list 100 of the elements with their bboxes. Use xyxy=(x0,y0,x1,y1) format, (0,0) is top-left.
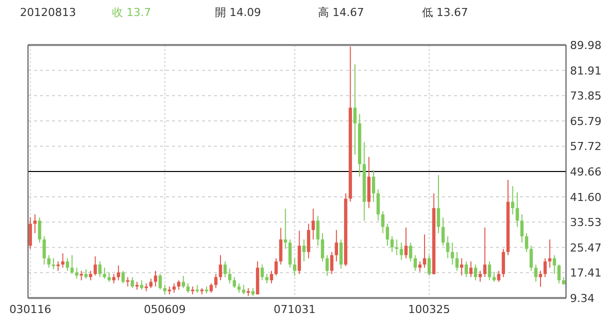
candlestick xyxy=(279,227,282,266)
text: 開 14.09 xyxy=(215,6,261,19)
candlestick xyxy=(312,208,315,240)
candlestick xyxy=(516,192,519,228)
y-tick-label: 17.41 xyxy=(570,266,602,280)
candlestick xyxy=(130,276,134,289)
candlestick xyxy=(274,258,278,276)
candlestick xyxy=(75,267,78,280)
candlestick xyxy=(306,223,310,259)
y-tick-label: 49.66 xyxy=(570,166,602,178)
candlestick xyxy=(436,174,440,234)
candlestick xyxy=(242,284,246,295)
candlestick xyxy=(223,260,227,278)
candlestick xyxy=(61,252,64,268)
candlestick xyxy=(52,258,56,270)
candlestick xyxy=(140,280,144,290)
y-tick-label: 73.85 xyxy=(570,90,602,103)
x-tick-label: 100325 xyxy=(408,303,450,316)
candlestick xyxy=(395,238,398,256)
candlestick xyxy=(70,254,74,274)
y-tick-label: 33.53 xyxy=(570,216,602,230)
candlestick xyxy=(400,242,403,260)
candlestick xyxy=(218,254,222,281)
candlestick xyxy=(474,264,478,281)
text: 高 14.67 xyxy=(318,6,364,19)
candlestick xyxy=(288,238,292,268)
candlestick xyxy=(80,270,83,281)
candlestick xyxy=(182,275,185,289)
x-tick-label: 030116 xyxy=(9,303,52,316)
y-tick-label: 25.47 xyxy=(570,241,602,254)
candlestick xyxy=(497,270,500,282)
candlestick xyxy=(557,264,561,284)
candlestick xyxy=(460,258,464,276)
candlestick xyxy=(177,280,180,290)
candlestick xyxy=(38,216,42,244)
candlestick xyxy=(265,273,268,284)
candlestick xyxy=(320,232,324,262)
candlestick xyxy=(441,216,445,246)
candlestick xyxy=(326,254,329,276)
candlestick xyxy=(520,214,524,244)
candlestick xyxy=(488,260,492,281)
candlestick xyxy=(214,273,218,289)
candlestick xyxy=(56,260,60,272)
candlestick xyxy=(386,223,390,246)
candlestick xyxy=(372,170,376,202)
candlestick xyxy=(544,258,547,278)
candlestick xyxy=(260,264,264,281)
candlestick xyxy=(302,238,306,262)
candlestick xyxy=(446,236,450,259)
candlestick xyxy=(376,188,380,222)
text: 收 13.7 xyxy=(112,6,151,19)
candlestick xyxy=(316,215,320,246)
candlestick xyxy=(42,236,46,266)
candlestick xyxy=(163,284,166,295)
candlestick xyxy=(228,268,232,284)
candlestick xyxy=(530,245,533,272)
candlestick xyxy=(121,270,125,284)
candlestick xyxy=(112,273,116,284)
y-tick-label: 41.60 xyxy=(570,190,602,204)
candlestick xyxy=(502,248,506,278)
candlestick xyxy=(47,254,50,268)
candlestick xyxy=(428,254,431,276)
candlestick xyxy=(483,227,486,278)
candlestick xyxy=(28,216,32,250)
candlestick xyxy=(409,242,412,262)
candlestick xyxy=(126,276,130,288)
candlestick xyxy=(98,260,102,278)
candlestick xyxy=(232,276,236,289)
candlestick xyxy=(414,254,417,272)
candlestick xyxy=(334,230,338,262)
candlestick xyxy=(158,273,162,290)
candlestick xyxy=(469,260,473,278)
candlestick xyxy=(33,214,37,234)
candlestick xyxy=(339,238,343,270)
candlestick xyxy=(534,264,538,282)
text: 20120813 xyxy=(20,6,76,19)
x-tick-label: 050609 xyxy=(144,303,186,316)
candlestick xyxy=(524,232,528,253)
candlestick xyxy=(108,272,111,282)
candlestick xyxy=(511,186,514,215)
candlestick xyxy=(210,282,213,294)
candlestick xyxy=(330,252,334,274)
candlestick xyxy=(450,242,454,266)
y-tick-label: 57.72 xyxy=(570,140,602,154)
text: 低 13.67 xyxy=(422,6,468,19)
candlestick xyxy=(353,64,357,156)
candlestick xyxy=(404,227,408,259)
y-tick-label: 65.79 xyxy=(570,114,602,128)
candlestick xyxy=(381,210,384,234)
y-tick-label: 89.98 xyxy=(570,39,602,52)
candlestick xyxy=(464,260,468,278)
y-tick-label: 81.91 xyxy=(570,64,602,78)
candlestick xyxy=(548,238,552,268)
candlestick xyxy=(478,270,482,282)
candlestick xyxy=(154,270,158,288)
candlestick xyxy=(390,236,394,253)
candlestick xyxy=(293,258,296,276)
x-tick-label: 071031 xyxy=(274,303,316,316)
candlestick xyxy=(94,256,97,276)
y-tick-label: 9.34 xyxy=(570,292,594,305)
